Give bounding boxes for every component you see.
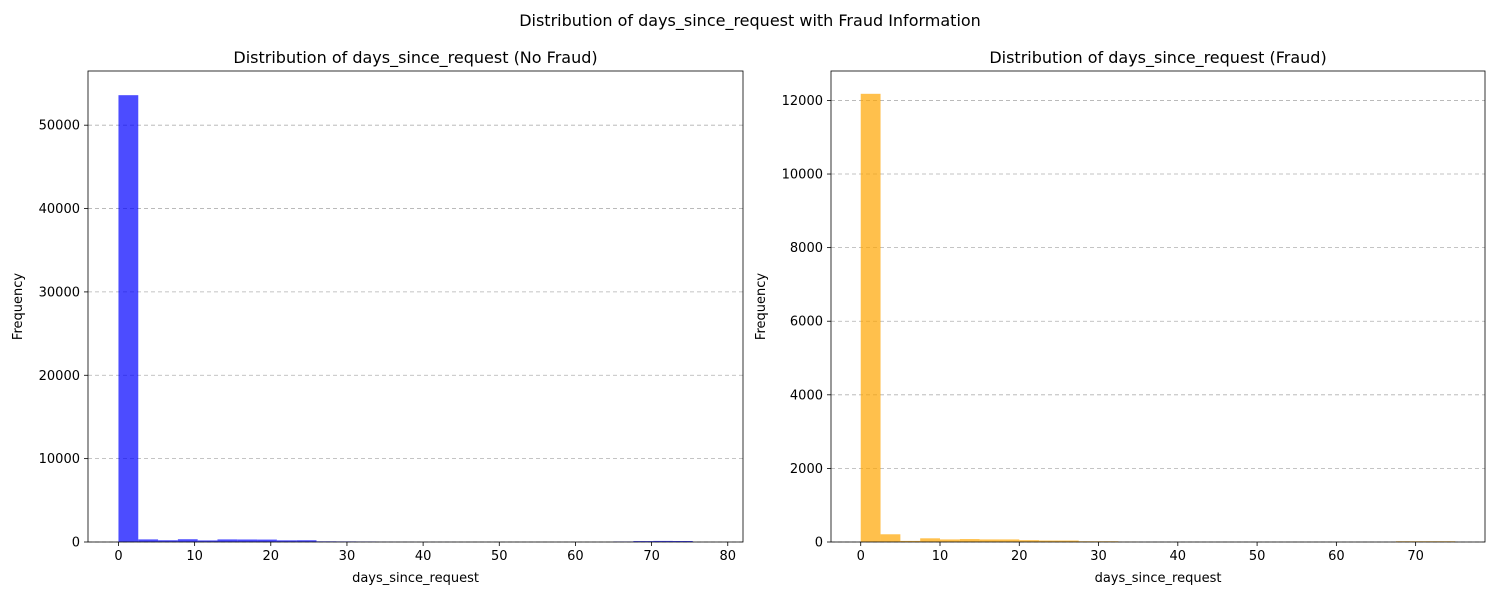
no-fraud-x-tick-label: 10 <box>186 549 203 564</box>
fraud-x-tick-label: 30 <box>1090 549 1107 564</box>
fraud-x-tick-label: 50 <box>1249 549 1266 564</box>
no-fraud-x-tick-label: 70 <box>643 549 660 564</box>
fraud-y-tick-label: 10000 <box>782 168 823 183</box>
fraud-x-tick-label: 20 <box>1011 549 1028 564</box>
no-fraud-histogram: 0 10 20 30 40 50 60 70 80 0 10000 20000 30000 40000 50… <box>11 48 744 586</box>
no-fraud-axes-frame <box>87 70 744 543</box>
no-fraud-bar <box>237 539 258 542</box>
no-fraud-bar <box>672 540 693 542</box>
no-fraud-axes-title: Distribution of days_since_request (No F… <box>233 48 597 68</box>
fraud-y-axis-label: Frequency <box>754 273 769 340</box>
no-fraud-x-tick-label: 20 <box>263 549 280 564</box>
no-fraud-y-tick-label: 50000 <box>39 119 80 134</box>
no-fraud-bar <box>118 95 139 542</box>
no-fraud-bar <box>653 540 673 542</box>
no-fraud-bar <box>276 540 297 542</box>
fraud-y-tick-label: 0 <box>815 536 823 551</box>
no-fraud-y-tick-label: 40000 <box>39 202 80 217</box>
fraud-x-tick-label: 40 <box>1170 549 1187 564</box>
fraud-axes-frame <box>830 70 1486 543</box>
fraud-histogram: 0 10 20 30 40 50 60 70 0 2000 4000 6000 8000 10000 120… <box>754 48 1486 586</box>
no-fraud-bar <box>633 541 654 542</box>
fraud-y-tick-label: 2000 <box>790 462 823 477</box>
no-fraud-x-axis-label: days_since_request <box>352 571 479 586</box>
no-fraud-y-tick-label: 0 <box>72 536 80 551</box>
no-fraud-x-tick-label: 0 <box>114 549 122 564</box>
fraud-bar <box>880 534 901 542</box>
figure-title: Distribution of days_since_request with … <box>519 11 981 31</box>
no-fraud-bar <box>138 539 159 542</box>
no-fraud-y-tick-label: 20000 <box>39 369 80 384</box>
fraud-bar <box>860 93 881 543</box>
fraud-x-axis-label: days_since_request <box>1095 571 1222 586</box>
fraud-x-tick-label: 60 <box>1328 549 1345 564</box>
fraud-bar <box>900 540 921 542</box>
fraud-y-tick-label: 4000 <box>790 388 823 403</box>
no-fraud-bar <box>177 539 198 542</box>
no-fraud-bar <box>257 539 277 542</box>
fraud-x-tick-label: 0 <box>857 549 865 564</box>
fraud-bar <box>1058 540 1079 542</box>
no-fraud-y-axis-label: Frequency <box>11 273 26 340</box>
no-fraud-y-tick-label: 10000 <box>39 452 80 467</box>
no-fraud-x-tick-label: 30 <box>339 549 356 564</box>
no-fraud-x-tick-label: 40 <box>415 549 432 564</box>
fraud-y-tick-label: 6000 <box>790 315 823 330</box>
fraud-bar <box>1039 540 1059 542</box>
no-fraud-bar <box>197 540 218 542</box>
fraud-x-tick-label: 10 <box>932 549 949 564</box>
no-fraud-x-tick-label: 50 <box>491 549 508 564</box>
fraud-bar <box>920 538 940 542</box>
no-fraud-y-tick-label: 30000 <box>39 285 80 300</box>
no-fraud-x-tick-label: 80 <box>719 549 736 564</box>
fraud-bar <box>959 539 980 542</box>
fraud-bar <box>940 539 960 542</box>
fraud-y-tick-label: 8000 <box>790 241 823 256</box>
no-fraud-bar <box>217 539 238 542</box>
fraud-y-tick-label: 12000 <box>782 94 823 109</box>
fraud-bar <box>1019 540 1040 542</box>
fraud-bar <box>979 539 1000 542</box>
no-fraud-bar <box>158 540 178 542</box>
no-fraud-bar <box>296 540 317 542</box>
fraud-bar <box>999 539 1020 542</box>
fraud-axes-title: Distribution of days_since_request (Frau… <box>989 48 1326 68</box>
fraud-x-tick-label: 70 <box>1407 549 1424 564</box>
no-fraud-x-tick-label: 60 <box>567 549 584 564</box>
